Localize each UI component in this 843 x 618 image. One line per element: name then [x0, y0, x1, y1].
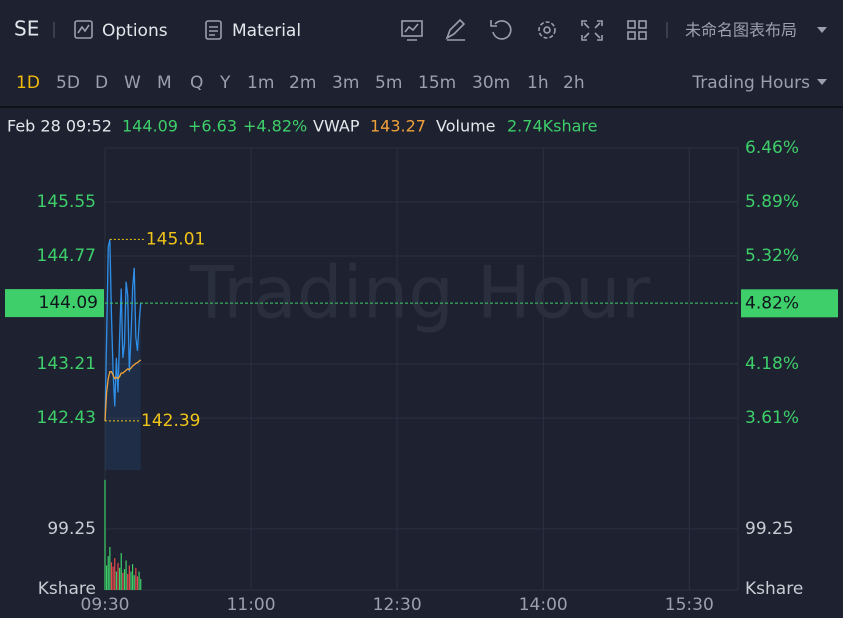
y-tick-label: 145.55 — [37, 192, 96, 212]
period-button[interactable]: 5m — [375, 73, 402, 93]
period-button[interactable]: 30m — [472, 73, 510, 93]
volume-bar — [130, 571, 132, 590]
last-price-label: 144.09 — [39, 293, 98, 313]
volume-bar — [112, 566, 114, 590]
vwap-line — [104, 359, 142, 421]
y2-tick-label: 5.89% — [745, 192, 799, 212]
y2-tick-label: 6.46% — [745, 138, 799, 158]
period-button[interactable]: 1D — [16, 73, 40, 93]
volume-bar — [135, 567, 137, 590]
volume-bar — [114, 558, 116, 590]
symbol[interactable]: SE — [14, 17, 39, 41]
trading-hours-button[interactable]: Trading Hours — [691, 73, 810, 93]
options-button[interactable]: Options — [102, 21, 168, 41]
volume-bar — [123, 569, 126, 590]
price-line — [104, 239, 142, 421]
options-icon[interactable] — [74, 20, 93, 39]
dropdown-arrow[interactable] — [817, 79, 827, 85]
volume-bar — [140, 578, 142, 590]
period-button[interactable]: 2h — [563, 73, 585, 93]
volume-bar — [128, 565, 130, 590]
x-tick-label: 09:30 — [81, 595, 130, 615]
dropdown-arrow[interactable] — [817, 27, 827, 33]
info-vwap: 143.27 — [370, 117, 426, 136]
x-tick-label: 14:00 — [519, 595, 568, 615]
indicator-icon[interactable] — [401, 20, 423, 41]
y-tick-label: 143.21 — [37, 354, 96, 374]
period-button[interactable]: Q — [190, 73, 203, 93]
last-price-box — [5, 289, 104, 318]
volume-bar — [119, 567, 121, 590]
info-vwap-label: VWAP — [313, 117, 360, 136]
volume-bar — [122, 572, 124, 590]
period-button[interactable]: 3m — [332, 73, 359, 93]
period-button[interactable]: 1h — [527, 73, 549, 93]
last-change-label: 4.82% — [745, 293, 799, 313]
layout-name[interactable]: 未命名图表布局 — [685, 21, 797, 40]
info-price: 144.09 — [122, 117, 178, 136]
volume-bar — [106, 565, 108, 590]
volume-tick-label: 99.25 — [745, 519, 794, 539]
min-label: 142.39 — [141, 411, 200, 431]
volume-bar — [136, 576, 139, 590]
volume-bar — [131, 564, 134, 590]
info-volume: 2.74Kshare — [507, 117, 597, 136]
y2-tick-label: 5.32% — [745, 246, 799, 266]
period-button[interactable]: 5D — [56, 73, 80, 93]
volume-bar — [104, 479, 106, 590]
last-change-box — [741, 289, 838, 318]
volume-bar — [138, 571, 140, 590]
volume-bar — [109, 546, 111, 590]
fullscreen-icon[interactable] — [581, 20, 603, 41]
volume-bar — [133, 575, 135, 590]
volume-bar — [120, 553, 122, 590]
volume-bar — [127, 574, 129, 590]
volume-bar — [117, 562, 119, 590]
x-tick-label: 15:30 — [665, 595, 714, 615]
volume-bar — [125, 560, 127, 590]
reset-icon[interactable] — [490, 20, 512, 40]
material-button[interactable]: Material — [232, 21, 301, 41]
x-tick-label: 12:30 — [373, 595, 422, 615]
watermark: Trading Hour — [189, 251, 651, 335]
volume-bar — [107, 556, 109, 590]
volume-tick-label: 99.25 — [47, 519, 96, 539]
settings-icon[interactable] — [538, 21, 556, 39]
max-label: 145.01 — [146, 229, 205, 249]
price-area — [105, 239, 141, 470]
layout-icon[interactable] — [627, 20, 647, 40]
y-tick-label: 144.77 — [37, 246, 96, 266]
y2-tick-label: 4.18% — [745, 354, 799, 374]
info-line: Feb 28 09:52 144.09 +6.63 +4.82% VWAP 14… — [7, 117, 597, 136]
y2-tick-label: 3.61% — [745, 408, 799, 428]
info-change-pct: +4.82% — [243, 117, 307, 136]
plot: 09:30 11:00 12:30 14:00 15:30 145.55 144.77 143… — [5, 138, 838, 615]
period-button[interactable]: W — [124, 73, 141, 93]
volume-bar — [110, 562, 113, 590]
volume-unit: Kshare — [38, 579, 96, 599]
period-button[interactable]: 1m — [247, 73, 274, 93]
material-icon[interactable] — [205, 20, 222, 40]
period-button[interactable]: Y — [219, 73, 231, 93]
period-button[interactable]: M — [157, 73, 172, 93]
period-button[interactable]: 2m — [289, 73, 316, 93]
volume-bar — [115, 571, 117, 590]
period-bar: 1D 5D D W M Q Y 1m 2m 3m 5m 15m 30m 1h 2h — [16, 73, 585, 93]
period-button[interactable]: D — [95, 73, 108, 93]
volume-unit: Kshare — [745, 579, 803, 599]
info-change: +6.63 — [188, 117, 237, 136]
period-button[interactable]: 15m — [418, 73, 456, 93]
info-volume-label: Volume — [436, 117, 496, 136]
x-tick-label: 11:00 — [227, 595, 276, 615]
draw-icon[interactable] — [445, 18, 466, 41]
info-date: Feb 28 09:52 — [7, 117, 112, 136]
y-tick-label: 142.43 — [37, 408, 96, 428]
